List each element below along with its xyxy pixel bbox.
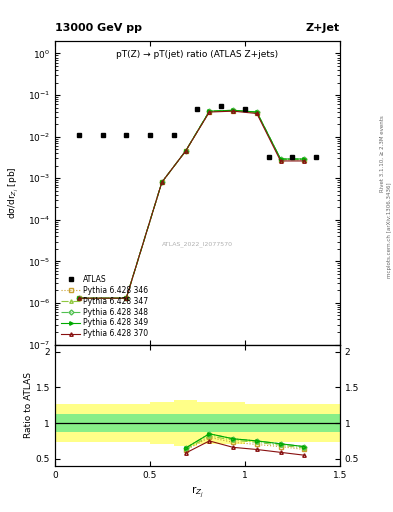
Bar (198, 415, 221, 432)
Pythia 6.428 349 (207, 108, 212, 114)
Bar (292, 415, 340, 432)
Pythia 6.428 347 (183, 148, 188, 154)
Pythia 6.428 347 (278, 157, 283, 163)
Line: Pythia 6.428 347: Pythia 6.428 347 (77, 109, 306, 300)
Pythia 6.428 348 (255, 109, 259, 115)
Text: Rivet 3.1.10, ≥ 2.3M events: Rivet 3.1.10, ≥ 2.3M events (380, 115, 384, 192)
Pythia 6.428 347 (76, 295, 81, 301)
Pythia 6.428 370 (124, 295, 129, 301)
Pythia 6.428 349 (76, 295, 81, 301)
Pythia 6.428 348 (160, 179, 164, 185)
Pythia 6.428 346 (255, 110, 259, 116)
ATLAS (100, 132, 105, 138)
Bar (245, 415, 269, 432)
Bar (269, 415, 292, 432)
Line: Pythia 6.428 346: Pythia 6.428 346 (77, 109, 306, 300)
Legend: ATLAS, Pythia 6.428 346, Pythia 6.428 347, Pythia 6.428 348, Pythia 6.428 349, P: ATLAS, Pythia 6.428 346, Pythia 6.428 34… (59, 272, 151, 340)
Pythia 6.428 346 (160, 179, 164, 185)
Pythia 6.428 349 (124, 295, 129, 301)
Pythia 6.428 347 (207, 109, 212, 115)
Y-axis label: Ratio to ATLAS: Ratio to ATLAS (24, 372, 33, 438)
Pythia 6.428 349 (160, 179, 164, 185)
Text: Z+Jet: Z+Jet (306, 23, 340, 33)
Bar (174, 415, 198, 432)
Pythia 6.428 370 (207, 109, 212, 115)
Pythia 6.428 370 (255, 111, 259, 117)
ATLAS (124, 132, 129, 138)
Bar (103, 415, 150, 432)
Bar (103, 404, 150, 442)
Text: ATLAS_2022_I2077570: ATLAS_2022_I2077570 (162, 242, 233, 247)
Pythia 6.428 346 (302, 157, 307, 163)
Bar (221, 415, 245, 432)
Pythia 6.428 346 (76, 295, 81, 301)
ATLAS (195, 106, 200, 113)
Pythia 6.428 346 (207, 109, 212, 115)
Pythia 6.428 348 (124, 295, 129, 301)
ATLAS (171, 132, 176, 138)
Pythia 6.428 348 (76, 295, 81, 301)
Bar (198, 401, 221, 444)
Pythia 6.428 347 (231, 108, 235, 114)
Pythia 6.428 346 (231, 108, 235, 114)
Pythia 6.428 348 (183, 148, 188, 154)
Pythia 6.428 349 (231, 107, 235, 113)
Line: ATLAS: ATLAS (76, 103, 319, 160)
Bar (221, 401, 245, 444)
Line: Pythia 6.428 349: Pythia 6.428 349 (77, 109, 306, 300)
Text: mcplots.cern.ch [arXiv:1306.3436]: mcplots.cern.ch [arXiv:1306.3436] (387, 183, 391, 278)
ATLAS (148, 132, 152, 138)
Pythia 6.428 347 (255, 110, 259, 116)
Pythia 6.428 346 (278, 157, 283, 163)
Bar (55, 404, 103, 442)
Pythia 6.428 346 (183, 148, 188, 154)
Y-axis label: dσ/dr$_{Z_j}$ [pb]: dσ/dr$_{Z_j}$ [pb] (6, 166, 21, 219)
ATLAS (219, 103, 224, 109)
Pythia 6.428 370 (278, 158, 283, 164)
Pythia 6.428 349 (302, 156, 307, 162)
Pythia 6.428 349 (183, 148, 188, 154)
Pythia 6.428 370 (302, 158, 307, 164)
ATLAS (290, 154, 295, 160)
Line: Pythia 6.428 370: Pythia 6.428 370 (77, 110, 306, 300)
Text: pT(Z) → pT(jet) ratio (ATLAS Z+jets): pT(Z) → pT(jet) ratio (ATLAS Z+jets) (116, 50, 279, 59)
Pythia 6.428 370 (76, 295, 81, 301)
Text: 13000 GeV pp: 13000 GeV pp (55, 23, 142, 33)
Pythia 6.428 348 (278, 156, 283, 162)
Pythia 6.428 349 (278, 156, 283, 162)
Bar (174, 400, 198, 446)
ATLAS (242, 106, 247, 113)
ATLAS (314, 154, 319, 160)
Pythia 6.428 348 (231, 107, 235, 113)
Pythia 6.428 348 (302, 156, 307, 162)
Bar (269, 404, 292, 442)
Pythia 6.428 349 (255, 109, 259, 115)
Line: Pythia 6.428 348: Pythia 6.428 348 (77, 109, 306, 300)
Bar (150, 415, 174, 432)
Bar (150, 401, 174, 444)
Bar (292, 404, 340, 442)
Pythia 6.428 347 (302, 157, 307, 163)
Pythia 6.428 370 (231, 108, 235, 114)
Pythia 6.428 348 (207, 108, 212, 114)
ATLAS (266, 154, 271, 160)
Bar (55, 415, 103, 432)
Pythia 6.428 347 (160, 179, 164, 185)
Pythia 6.428 347 (124, 295, 129, 301)
Pythia 6.428 346 (124, 295, 129, 301)
X-axis label: r$_{Z_j}$: r$_{Z_j}$ (191, 485, 204, 500)
Pythia 6.428 370 (160, 179, 164, 185)
Pythia 6.428 370 (183, 148, 188, 154)
ATLAS (76, 132, 81, 138)
Bar (245, 404, 269, 442)
